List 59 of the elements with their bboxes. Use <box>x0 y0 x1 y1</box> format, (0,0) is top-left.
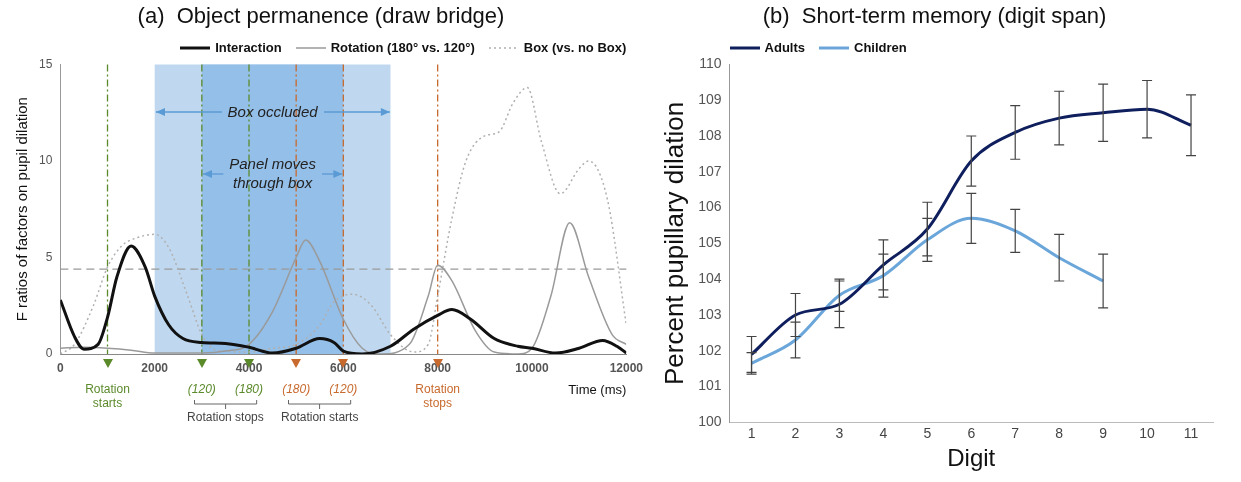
x-tick-label: 7 <box>1011 424 1020 441</box>
x-axis-title: Digit <box>947 444 996 472</box>
x-tick-label: 12000 <box>609 360 644 375</box>
x-tick-label: 8000 <box>424 360 452 375</box>
y-tick-label: 106 <box>698 198 722 215</box>
ref-line-label: Rotation stops <box>415 382 461 411</box>
legend-label: Children <box>854 40 907 56</box>
x-tick-label: 11 <box>1183 424 1199 441</box>
x-tick-label: 6000 <box>329 360 357 375</box>
y-axis-title: Percent pupillary dilation <box>658 101 689 386</box>
text: (120) <box>329 382 358 397</box>
band-label: Panel moves through box <box>229 155 317 192</box>
x-tick-label: 10000 <box>515 360 549 375</box>
line-series <box>60 244 627 354</box>
x-tick-label: 6 <box>967 424 976 441</box>
x-tick-label: 2 <box>791 424 800 441</box>
line-series <box>750 107 1193 356</box>
y-tick-label: 101 <box>698 377 722 394</box>
line-series <box>60 86 627 354</box>
x-tick-label: 4 <box>879 424 888 441</box>
x-tick-label: 3 <box>835 424 844 441</box>
text: (180) <box>282 382 311 397</box>
y-tick-label: 10 <box>38 153 53 168</box>
chart-title: (b) Short-term memory (digit span) <box>762 3 1107 29</box>
x-axis-title: Time (ms) <box>568 381 627 397</box>
band-label: Box occluded <box>227 102 319 120</box>
x-tick-label: 8 <box>1055 424 1064 441</box>
y-tick-label: 102 <box>698 341 722 358</box>
y-tick-label: 5 <box>45 249 53 264</box>
y-tick-label: 107 <box>698 162 722 179</box>
y-tick-label: 105 <box>698 234 722 251</box>
text: Rotation starts <box>281 410 359 425</box>
legend-label: Adults <box>764 40 805 56</box>
chart-title: (a) Object permanence (draw bridge) <box>137 3 505 29</box>
legend-label: Box (vs. no Box) <box>523 40 627 56</box>
y-tick-label: 104 <box>698 270 722 287</box>
text: Rotation stops <box>187 410 264 425</box>
ref-line-label: Rotation starts <box>85 382 130 411</box>
y-tick-label: 0 <box>45 346 53 361</box>
x-tick-label: 5 <box>923 424 932 441</box>
line-series <box>750 216 1105 365</box>
legend-label: Rotation (180° vs. 120°) <box>330 40 475 56</box>
x-tick-label: 1 <box>747 424 756 441</box>
y-tick-label: 108 <box>698 126 722 143</box>
line-series <box>60 221 627 354</box>
y-tick-label: 103 <box>698 305 722 322</box>
x-tick-label: 4000 <box>235 360 263 375</box>
y-tick-label: 110 <box>699 55 722 72</box>
y-tick-label: 15 <box>38 56 53 71</box>
x-tick-label: 10 <box>1139 424 1156 441</box>
y-tick-label: 100 <box>698 413 722 430</box>
y-tick-label: 109 <box>698 91 722 108</box>
x-tick-label: 0 <box>57 360 64 375</box>
text: (180) <box>235 382 264 397</box>
y-axis-title: F ratios of factors on pupil dilation <box>13 97 31 322</box>
x-tick-label: 2000 <box>141 360 169 375</box>
x-tick-label: 9 <box>1099 424 1108 441</box>
legend-label: Interaction <box>215 40 282 56</box>
text: (120) <box>187 382 216 397</box>
